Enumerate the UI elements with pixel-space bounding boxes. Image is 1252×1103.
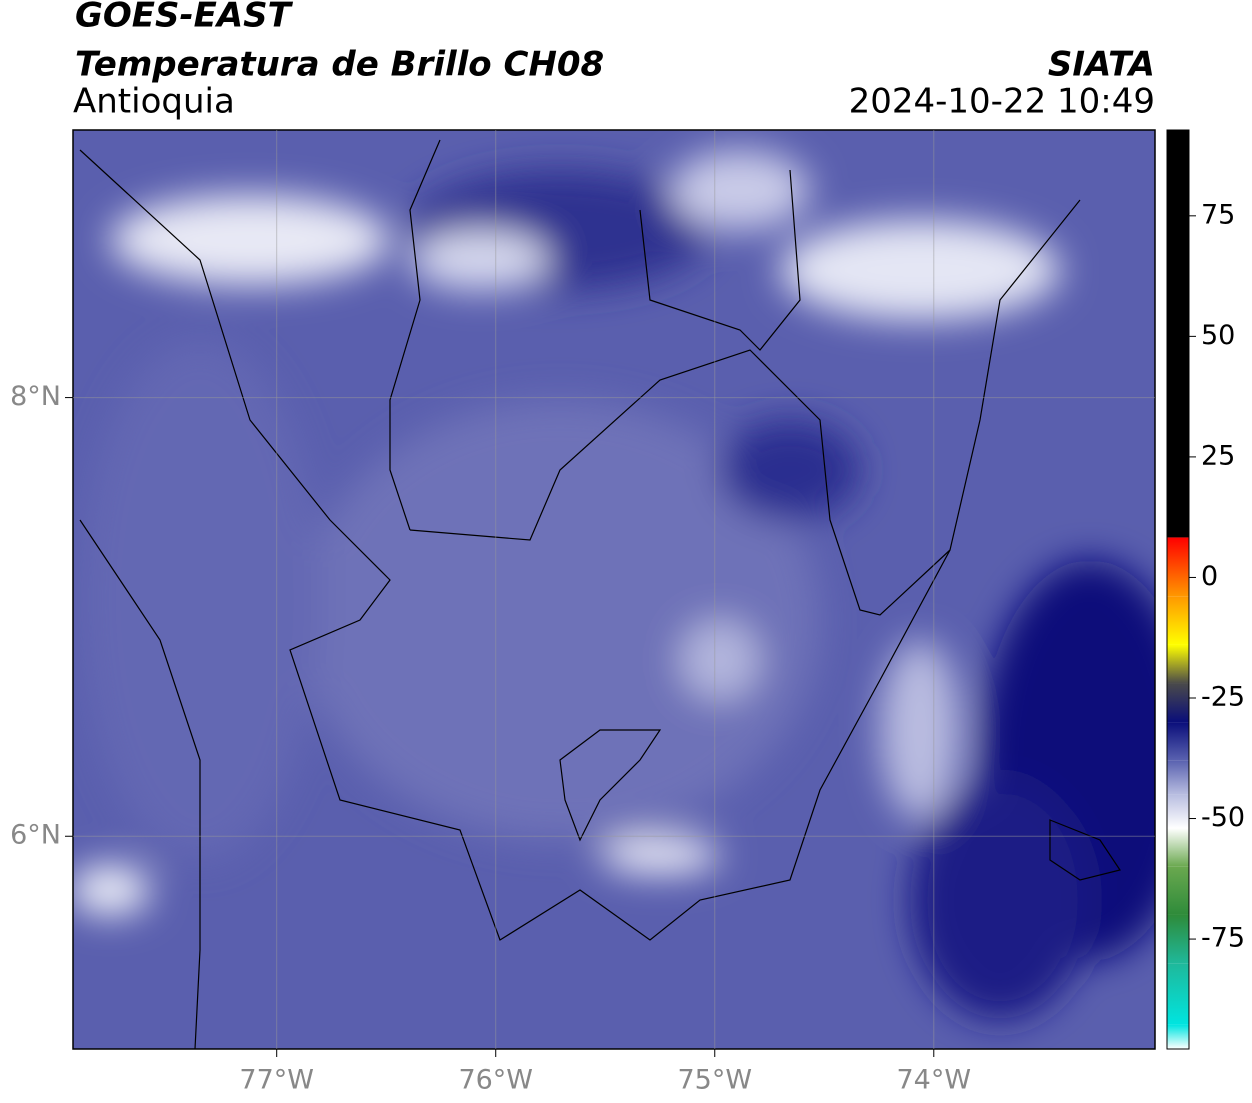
colorbar-segment	[1167, 1024, 1189, 1049]
x-tick-label: 77°W	[239, 1065, 314, 1096]
map-frame	[72, 129, 1156, 1050]
colorbar-tick-label: 75	[1201, 199, 1235, 230]
colorbar-segment	[1167, 963, 1189, 1025]
colorbar-segment	[1167, 794, 1189, 829]
colorbar-segment	[1167, 760, 1189, 795]
x-tick-label: 74°W	[897, 1065, 972, 1096]
datetime: 2024-10-22 10:49	[849, 82, 1155, 122]
colorbar-tick-label: 0	[1201, 561, 1218, 592]
colorbar-tick-label: 25	[1201, 440, 1235, 471]
region: Antioquia	[73, 82, 235, 122]
satellite-image	[73, 130, 1155, 1049]
colorbar-segment	[1167, 537, 1189, 597]
x-tick-label: 76°W	[458, 1065, 533, 1096]
colorbar-tick-label: -25	[1201, 681, 1245, 712]
colorbar-segment	[1167, 130, 1189, 538]
colorbar-frame	[1166, 129, 1190, 1050]
colorbar-segment	[1167, 644, 1189, 684]
x-tick-label: 75°W	[677, 1065, 752, 1096]
subtitle: Temperatura de Brillo CH08	[75, 45, 604, 85]
colorbar-segment	[1167, 683, 1189, 723]
colorbar-segment	[1167, 828, 1189, 867]
colorbar-tick-label: -50	[1201, 802, 1245, 833]
source: SIATA	[1048, 45, 1155, 85]
y-tick-label: 8°N	[10, 381, 61, 412]
colorbar-tick-label: 50	[1201, 320, 1235, 351]
colorbar-segment	[1167, 596, 1189, 645]
y-tick-label: 6°N	[10, 820, 61, 851]
colorbar-segment	[1167, 914, 1189, 964]
colorbar-tick-label: -75	[1201, 923, 1245, 954]
colorbar-segment	[1167, 866, 1189, 915]
colorbar-segment	[1167, 722, 1189, 761]
title: GOES-EAST	[75, 0, 294, 36]
